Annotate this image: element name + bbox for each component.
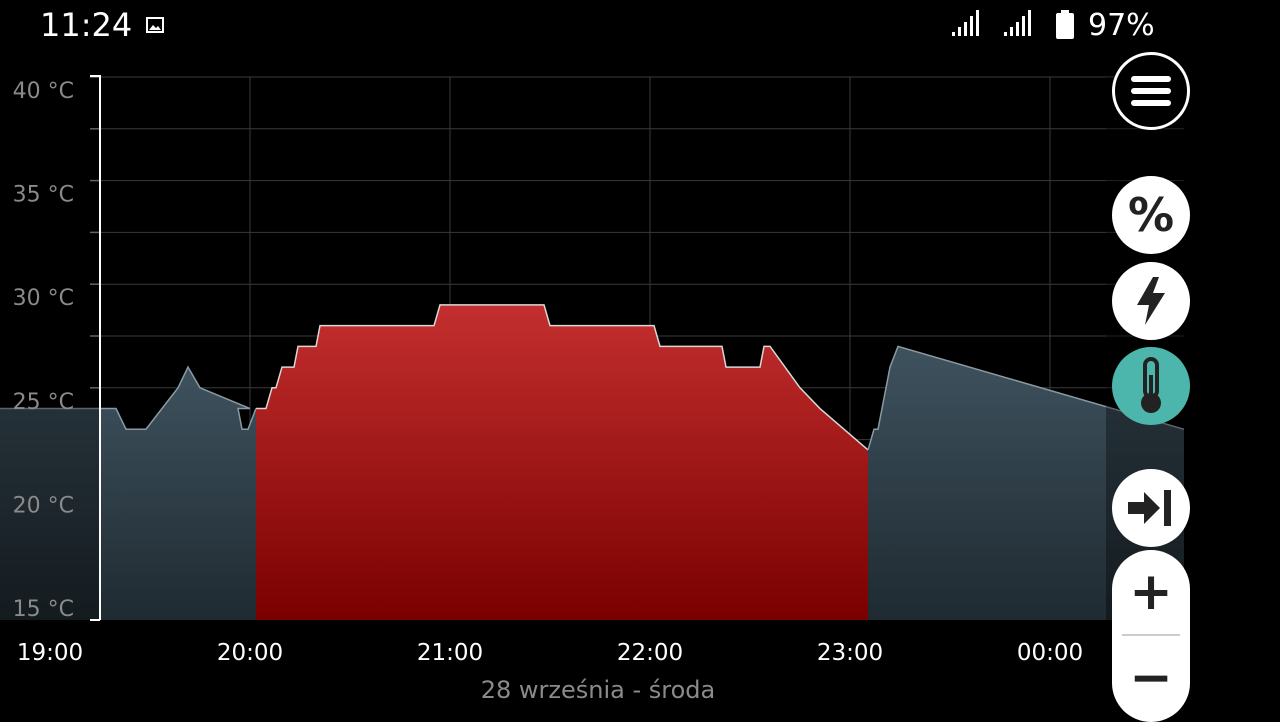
lightning-icon [1137,277,1165,325]
signal-icon [952,10,979,36]
battery-icon [1056,10,1074,39]
clock: 11:24 [40,6,133,44]
image-notification-icon [146,17,164,33]
status-bar: 11:24 97% [0,0,1184,52]
y-tick-label: 25 °C [13,390,74,415]
zoom-control: + − [1112,550,1190,722]
y-tick-label: 40 °C [13,79,74,104]
series-line-1 [256,304,869,451]
zoom-in-button[interactable]: + [1112,550,1190,634]
jump-to-end-icon [1128,490,1171,526]
series-line-2 [867,345,1184,451]
y-tick-label: 20 °C [13,493,74,518]
battery-percentage: 97% [1088,8,1155,43]
series-line-0 [0,365,257,430]
series-area-1 [256,304,868,620]
menu-icon [1131,76,1171,106]
y-tick-label: 30 °C [13,286,74,311]
zoom-out-button[interactable]: − [1112,636,1190,720]
menu-button[interactable] [1112,52,1190,130]
percent-icon: % [1127,188,1175,242]
power-button[interactable] [1112,262,1190,340]
series-area-2 [868,346,1184,620]
zoom-divider [1122,634,1180,636]
x-tick-label: 19:00 [17,640,83,666]
thermometer-icon [1141,357,1161,413]
series-area-0 [0,367,256,620]
jump-to-end-button[interactable] [1112,469,1190,547]
x-tick-label: 22:00 [617,640,683,666]
pre-axis-shade [0,77,100,620]
y-tick-label: 35 °C [13,183,74,208]
x-tick-label: 21:00 [417,640,483,666]
x-tick-label: 00:00 [1017,640,1083,666]
x-tick-label: 23:00 [817,640,883,666]
plus-icon: + [1129,562,1173,622]
signal-icon [1004,10,1031,36]
temperature-button[interactable] [1112,347,1190,425]
temperature-chart[interactable]: 40 °C 35 °C 30 °C 25 °C 20 °C 15 °C 19:00 20:0… [0,0,1184,720]
percent-button[interactable]: % [1112,176,1190,254]
date-label: 28 września - środa [480,676,716,704]
y-tick-label: 15 °C [13,597,74,622]
x-tick-label: 20:00 [217,640,283,666]
right-edge [1184,0,1280,720]
minus-icon: − [1129,648,1173,708]
